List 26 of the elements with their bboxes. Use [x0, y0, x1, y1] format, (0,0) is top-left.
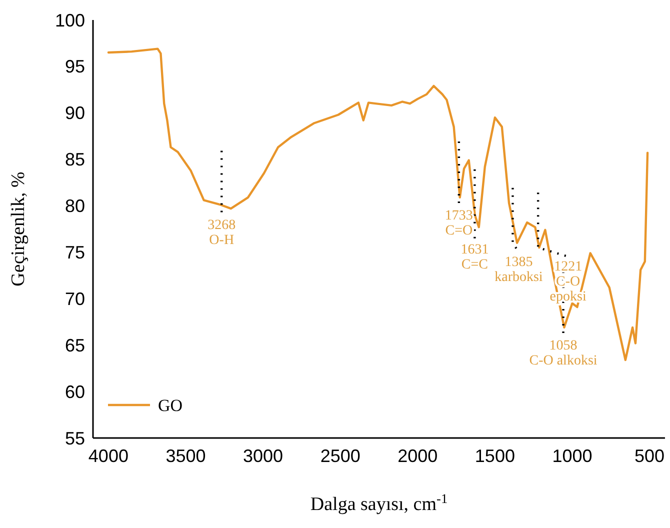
- annotation: 1733 C=O: [444, 208, 473, 238]
- x-tick-label: 500: [634, 446, 665, 466]
- legend-label: GO: [158, 396, 183, 415]
- y-tick-label: 75: [64, 242, 85, 263]
- x-tick-label: 1500: [474, 446, 515, 466]
- x-tick-label: 1000: [552, 446, 592, 466]
- y-tick-label: 80: [64, 196, 85, 216]
- y-tick-label: 100: [54, 10, 85, 30]
- annotation: 1058 C-O alkoksi: [529, 338, 598, 369]
- y-tick-label: 60: [64, 382, 85, 402]
- x-tick-label: 2000: [398, 446, 438, 466]
- x-tick-label: 4000: [88, 446, 128, 466]
- annotation: 1385 karboksi: [494, 254, 543, 285]
- y-tick-label: 95: [64, 56, 85, 77]
- annotation: 1631 C=C: [460, 242, 489, 272]
- y-tick-label: 55: [64, 428, 85, 448]
- y-tick-label: 90: [64, 103, 85, 124]
- y-tick-label: 85: [64, 150, 85, 170]
- y-tick-label: 70: [64, 288, 85, 309]
- x-tick-label: 3000: [243, 446, 284, 466]
- x-axis-title: Dalga sayısı, cm$^{-1}$: [310, 490, 448, 515]
- x-tick-label: 2500: [320, 446, 360, 466]
- annotation: 3268 O-H: [208, 218, 236, 248]
- x-tick-label: 3500: [166, 446, 206, 466]
- y-tick-label: 65: [64, 335, 85, 356]
- y-axis-title: Geçirgenlik, %: [8, 171, 29, 286]
